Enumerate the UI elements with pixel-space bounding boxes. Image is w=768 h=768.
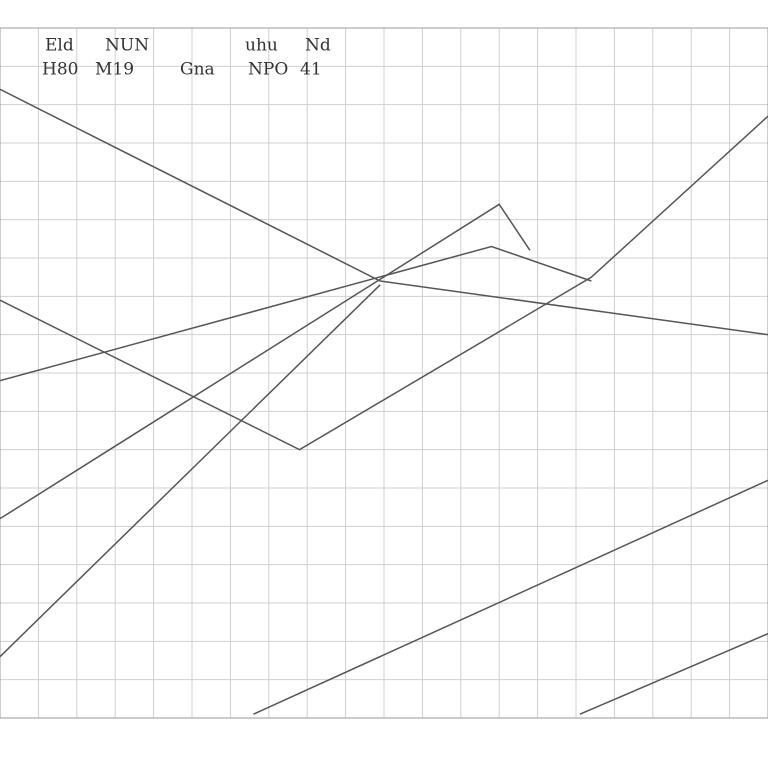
annotation: NUN xyxy=(105,36,149,56)
plot-frame xyxy=(0,27,768,719)
data-line xyxy=(0,284,381,658)
annotations: Eld NUN uhu Nd H80 M19 Gna NPO 41 xyxy=(42,36,331,80)
data-line xyxy=(0,115,768,451)
annotation: 41 xyxy=(300,60,322,80)
annotation: uhu xyxy=(245,36,278,56)
data-line xyxy=(579,632,768,715)
data-line xyxy=(0,203,531,520)
annotation: M19 xyxy=(95,60,134,80)
annotation: Nd xyxy=(305,36,331,56)
annotation: Eld xyxy=(45,36,74,56)
annotation: Gna xyxy=(180,60,215,80)
data-line xyxy=(0,245,592,382)
grid xyxy=(0,27,768,719)
data-line xyxy=(253,479,768,715)
lines xyxy=(0,88,768,715)
data-line xyxy=(0,88,768,336)
annotation: H80 xyxy=(42,60,78,80)
annotation: NPO xyxy=(248,60,288,80)
